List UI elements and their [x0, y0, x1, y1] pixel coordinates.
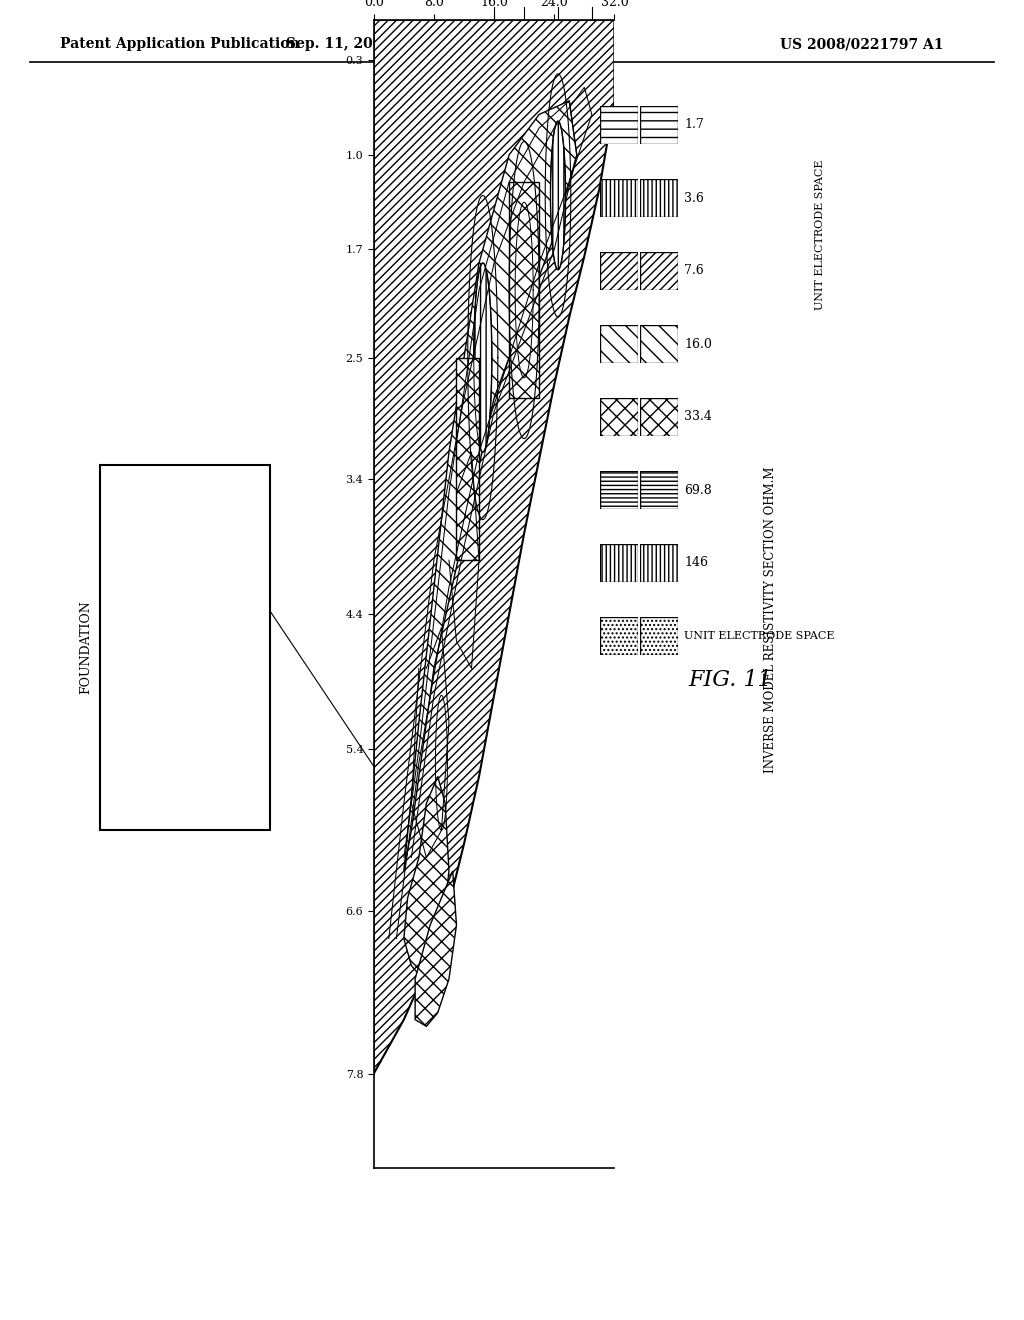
Text: 3.6: 3.6: [684, 191, 703, 205]
Polygon shape: [509, 182, 540, 399]
Polygon shape: [551, 121, 565, 269]
Polygon shape: [457, 358, 479, 560]
Text: FOUNDATION: FOUNDATION: [79, 601, 92, 694]
Text: 7.6: 7.6: [684, 264, 703, 277]
Polygon shape: [515, 202, 534, 378]
Text: US 2008/0221797 A1: US 2008/0221797 A1: [780, 37, 943, 51]
Text: 16.0: 16.0: [684, 338, 712, 351]
Text: Sep. 11, 2008  Sheet 11 of 17: Sep. 11, 2008 Sheet 11 of 17: [286, 37, 514, 51]
Text: 69.8: 69.8: [684, 483, 712, 496]
Text: FIG. 11: FIG. 11: [688, 669, 772, 690]
Text: SAND BAR DEPOSIT: SAND BAR DEPOSIT: [537, 838, 547, 957]
Polygon shape: [374, 20, 614, 1073]
Text: 1.7: 1.7: [684, 119, 703, 132]
Text: 146: 146: [684, 557, 708, 569]
Text: UNIT ELECTRODE SPACE: UNIT ELECTRODE SPACE: [684, 631, 835, 642]
Bar: [100, 465, 270, 830]
Text: Patent Application Publication: Patent Application Publication: [60, 37, 300, 51]
Polygon shape: [474, 263, 492, 453]
Text: 33.4: 33.4: [684, 411, 712, 424]
Polygon shape: [415, 871, 457, 1027]
Polygon shape: [403, 100, 577, 871]
Text: UNIT ELECTRODE SPACE: UNIT ELECTRODE SPACE: [815, 160, 825, 310]
Text: INVERSE MODEL RESISTIVITY SECTION OHM.M: INVERSE MODEL RESISTIVITY SECTION OHM.M: [764, 467, 776, 774]
Polygon shape: [403, 776, 449, 979]
